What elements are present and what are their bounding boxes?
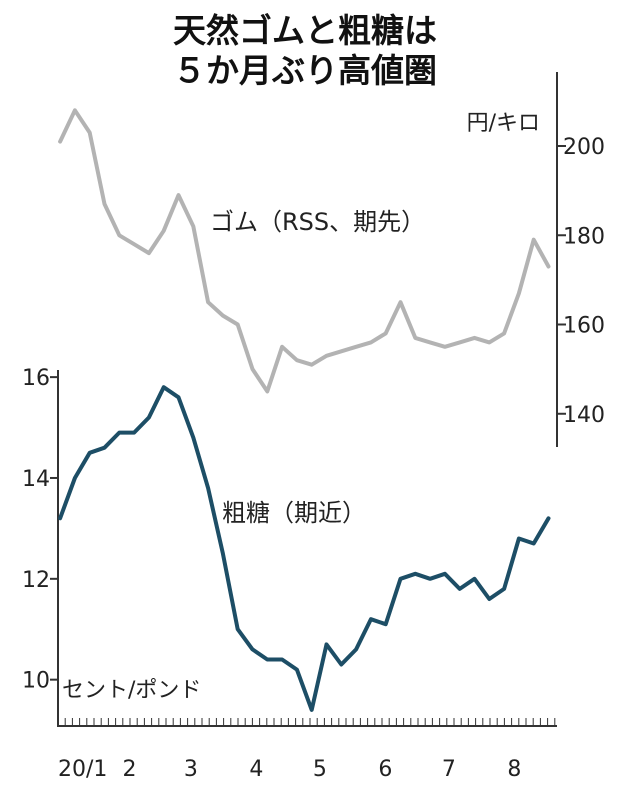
- rubber-y-ticks: 140 160 180 200: [557, 135, 605, 428]
- rubber-y-tick-label: 160: [563, 314, 605, 339]
- sugar-y-tick-label: 14: [22, 467, 50, 492]
- sugar-series-label: 粗糖（期近）: [222, 499, 366, 527]
- sugar-y-tick-label: 10: [22, 669, 50, 694]
- x-tick-label: 20/1: [58, 757, 107, 782]
- rubber-y-tick-label: 200: [563, 135, 605, 160]
- sugar-y-tick-label: 16: [22, 366, 50, 391]
- sugar-y-tick-label: 12: [22, 568, 50, 593]
- chart-title-line-1: 天然ゴムと粗糖は: [173, 11, 437, 50]
- x-tick-label: 6: [378, 757, 392, 782]
- rubber-series-line: [58, 108, 551, 394]
- rubber-unit-label: 円/キロ: [467, 111, 540, 136]
- sugar-y-axis: 10 12 14 16 セント/ポンド: [22, 366, 201, 727]
- x-tick-label: 7: [442, 757, 456, 782]
- sugar-unit-label: セント/ポンド: [62, 678, 201, 703]
- rubber-y-tick-label: 180: [563, 224, 605, 249]
- x-tick-labels: 20/1 2 3 4 5 6 7 8: [58, 757, 521, 782]
- x-tick-label: 3: [184, 757, 198, 782]
- x-tick-label: 8: [507, 757, 521, 782]
- sugar-y-ticks: 10 12 14 16: [22, 366, 58, 694]
- rubber-y-tick-label: 140: [563, 403, 605, 428]
- rubber-y-axis: 140 160 180 200 円/キロ: [467, 72, 605, 447]
- x-tick-label: 2: [123, 757, 137, 782]
- chart-title-line-2: ５か月ぶり高値圏: [173, 51, 437, 90]
- x-tick-label: 5: [313, 757, 327, 782]
- x-tick-label: 4: [249, 757, 263, 782]
- rubber-series-label: ゴム（RSS、期先）: [210, 208, 425, 236]
- sugar-series-line: [58, 385, 551, 712]
- x-axis: 20/1 2 3 4 5 6 7 8: [57, 718, 557, 782]
- x-minor-ticks: [57, 718, 556, 726]
